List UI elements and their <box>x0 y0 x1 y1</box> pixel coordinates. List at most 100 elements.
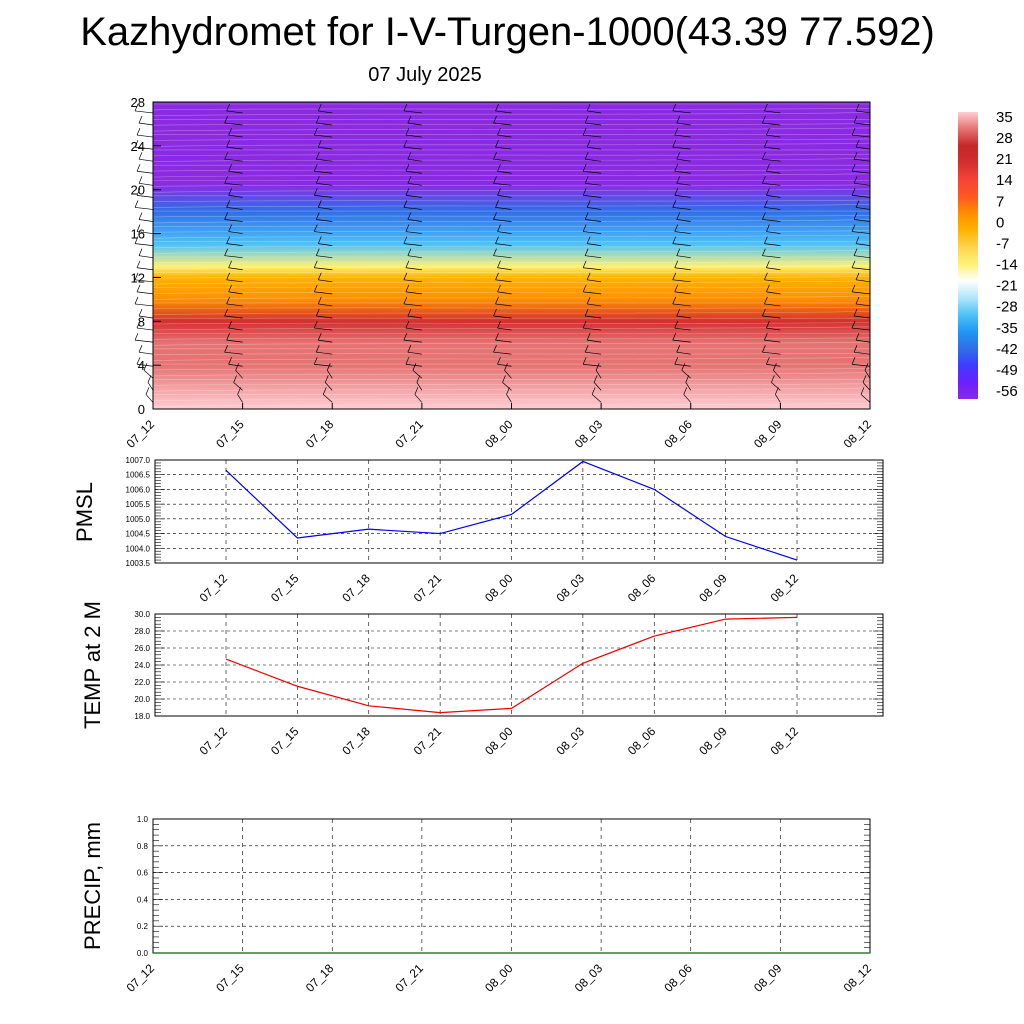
wind-barb <box>318 303 333 307</box>
wind-barb <box>493 351 512 355</box>
wind-barb-flag <box>853 308 858 317</box>
wind-barb-flag <box>766 127 770 136</box>
wind-barb-flag <box>851 224 856 232</box>
wind-barb <box>851 363 871 367</box>
x-tick-label: 08_00 <box>482 724 516 758</box>
wind-barb-flag <box>674 188 679 196</box>
wind-barb <box>228 231 243 234</box>
wind-barb-flag <box>224 176 228 184</box>
wind-barb <box>134 243 154 246</box>
wind-barb <box>407 122 422 126</box>
wind-barb-flag <box>228 164 232 172</box>
wind-barb-flag <box>676 248 681 256</box>
wind-barb <box>585 122 602 126</box>
x-tick-label: 08_09 <box>696 724 730 758</box>
wind-barb-flag <box>497 127 501 136</box>
wind-barb-flag <box>313 320 318 329</box>
wind-barb-flag <box>407 212 412 220</box>
wind-barb-flag <box>136 357 141 365</box>
wind-barb <box>228 327 243 331</box>
temp-ticks: 18.0 20.0 22.0 24.0 26.0 28.0 30.0 07_12 07_15 07… <box>134 610 883 758</box>
y-tick-label: 0.2 <box>137 922 149 931</box>
wind-barb <box>226 339 243 343</box>
y-tick-label: 0.0 <box>137 949 149 958</box>
wind-barb-flag <box>324 375 329 383</box>
wind-barb <box>676 219 691 222</box>
wind-barb <box>316 158 333 162</box>
profile-isoline <box>152 230 871 233</box>
y-tick-label: 28.0 <box>134 627 150 636</box>
wind-barb-flag <box>771 375 775 383</box>
wind-barb-flag <box>228 357 232 365</box>
wind-barb-flag <box>403 200 408 208</box>
profile-y-tick-label: 20 <box>131 183 145 198</box>
wind-barb-flag <box>676 345 681 353</box>
x-tick-label: 08_03 <box>553 724 587 758</box>
wind-barb-flag <box>766 164 770 172</box>
y-tick-label: 1003.5 <box>126 559 151 568</box>
wind-barb-flag <box>582 224 587 232</box>
wind-barb-flag <box>851 320 856 329</box>
wind-barb-flag <box>138 248 143 256</box>
wind-barb-flag <box>582 284 587 293</box>
wind-barb-flag <box>136 224 141 232</box>
wind-barb <box>583 267 602 271</box>
wind-barb <box>864 370 871 379</box>
wind-barb <box>851 170 871 174</box>
wind-barb <box>762 255 781 259</box>
wind-barb <box>318 279 333 283</box>
profile-isoline <box>152 403 871 407</box>
wind-barb-flag <box>762 212 766 220</box>
wind-barb-flag <box>313 188 318 196</box>
wind-barb-flag <box>595 363 600 371</box>
wind-barb-flag <box>317 200 322 208</box>
wind-barb-flag <box>495 332 499 341</box>
wind-barb-flag <box>674 320 679 329</box>
wind-barb-flag <box>322 387 327 395</box>
wind-barb <box>324 382 333 391</box>
temp-axis-label: TEMP at 2 M <box>80 601 105 729</box>
wind-barb <box>314 267 333 271</box>
profile-x-tick-label: 08_09 <box>751 417 785 451</box>
wind-barb-flag <box>493 308 497 317</box>
wind-barb-flag <box>766 188 770 196</box>
wind-barb-flag <box>586 236 591 244</box>
wind-barb <box>497 267 512 271</box>
wind-barb-flag <box>586 332 591 341</box>
wind-barb-flag <box>313 127 318 136</box>
y-tick-label: 24.0 <box>134 661 150 670</box>
wind-barb-flag <box>582 320 587 329</box>
wind-barb-flag <box>134 296 139 305</box>
wind-barb <box>407 158 422 162</box>
wind-barb-flag <box>134 200 139 208</box>
wind-barb-flag <box>136 284 141 293</box>
wind-barb <box>403 303 422 307</box>
wind-barb <box>583 134 602 138</box>
wind-barb <box>134 279 154 283</box>
wind-barb <box>493 158 512 162</box>
profile-x-tick-label: 07_15 <box>213 417 247 451</box>
wind-barb <box>855 243 871 246</box>
wind-barb <box>497 134 512 138</box>
wind-barb <box>495 279 512 283</box>
colorbar-label: 28 <box>996 130 1013 147</box>
wind-barb <box>762 182 781 186</box>
y-tick-label: 20.0 <box>134 695 150 704</box>
wind-barb-flag <box>228 260 232 268</box>
profile-isoline <box>152 311 871 315</box>
wind-barb-flag <box>405 320 410 329</box>
wind-barb <box>676 182 691 186</box>
wind-barb-flag <box>228 284 232 293</box>
wind-barb <box>674 231 691 234</box>
wind-barb-flag <box>226 200 230 208</box>
wind-barb-flag <box>764 103 768 112</box>
wind-barb <box>587 339 602 343</box>
wind-barb <box>672 207 691 210</box>
wind-barb <box>766 134 781 138</box>
profile-isoline <box>152 337 871 340</box>
colorbar-label: -56 <box>996 383 1018 400</box>
profile-x-tick-label: 08_00 <box>482 417 516 451</box>
wind-barb-flag <box>864 363 869 371</box>
wind-barb <box>764 339 781 343</box>
colorbar-label: -42 <box>996 341 1018 358</box>
